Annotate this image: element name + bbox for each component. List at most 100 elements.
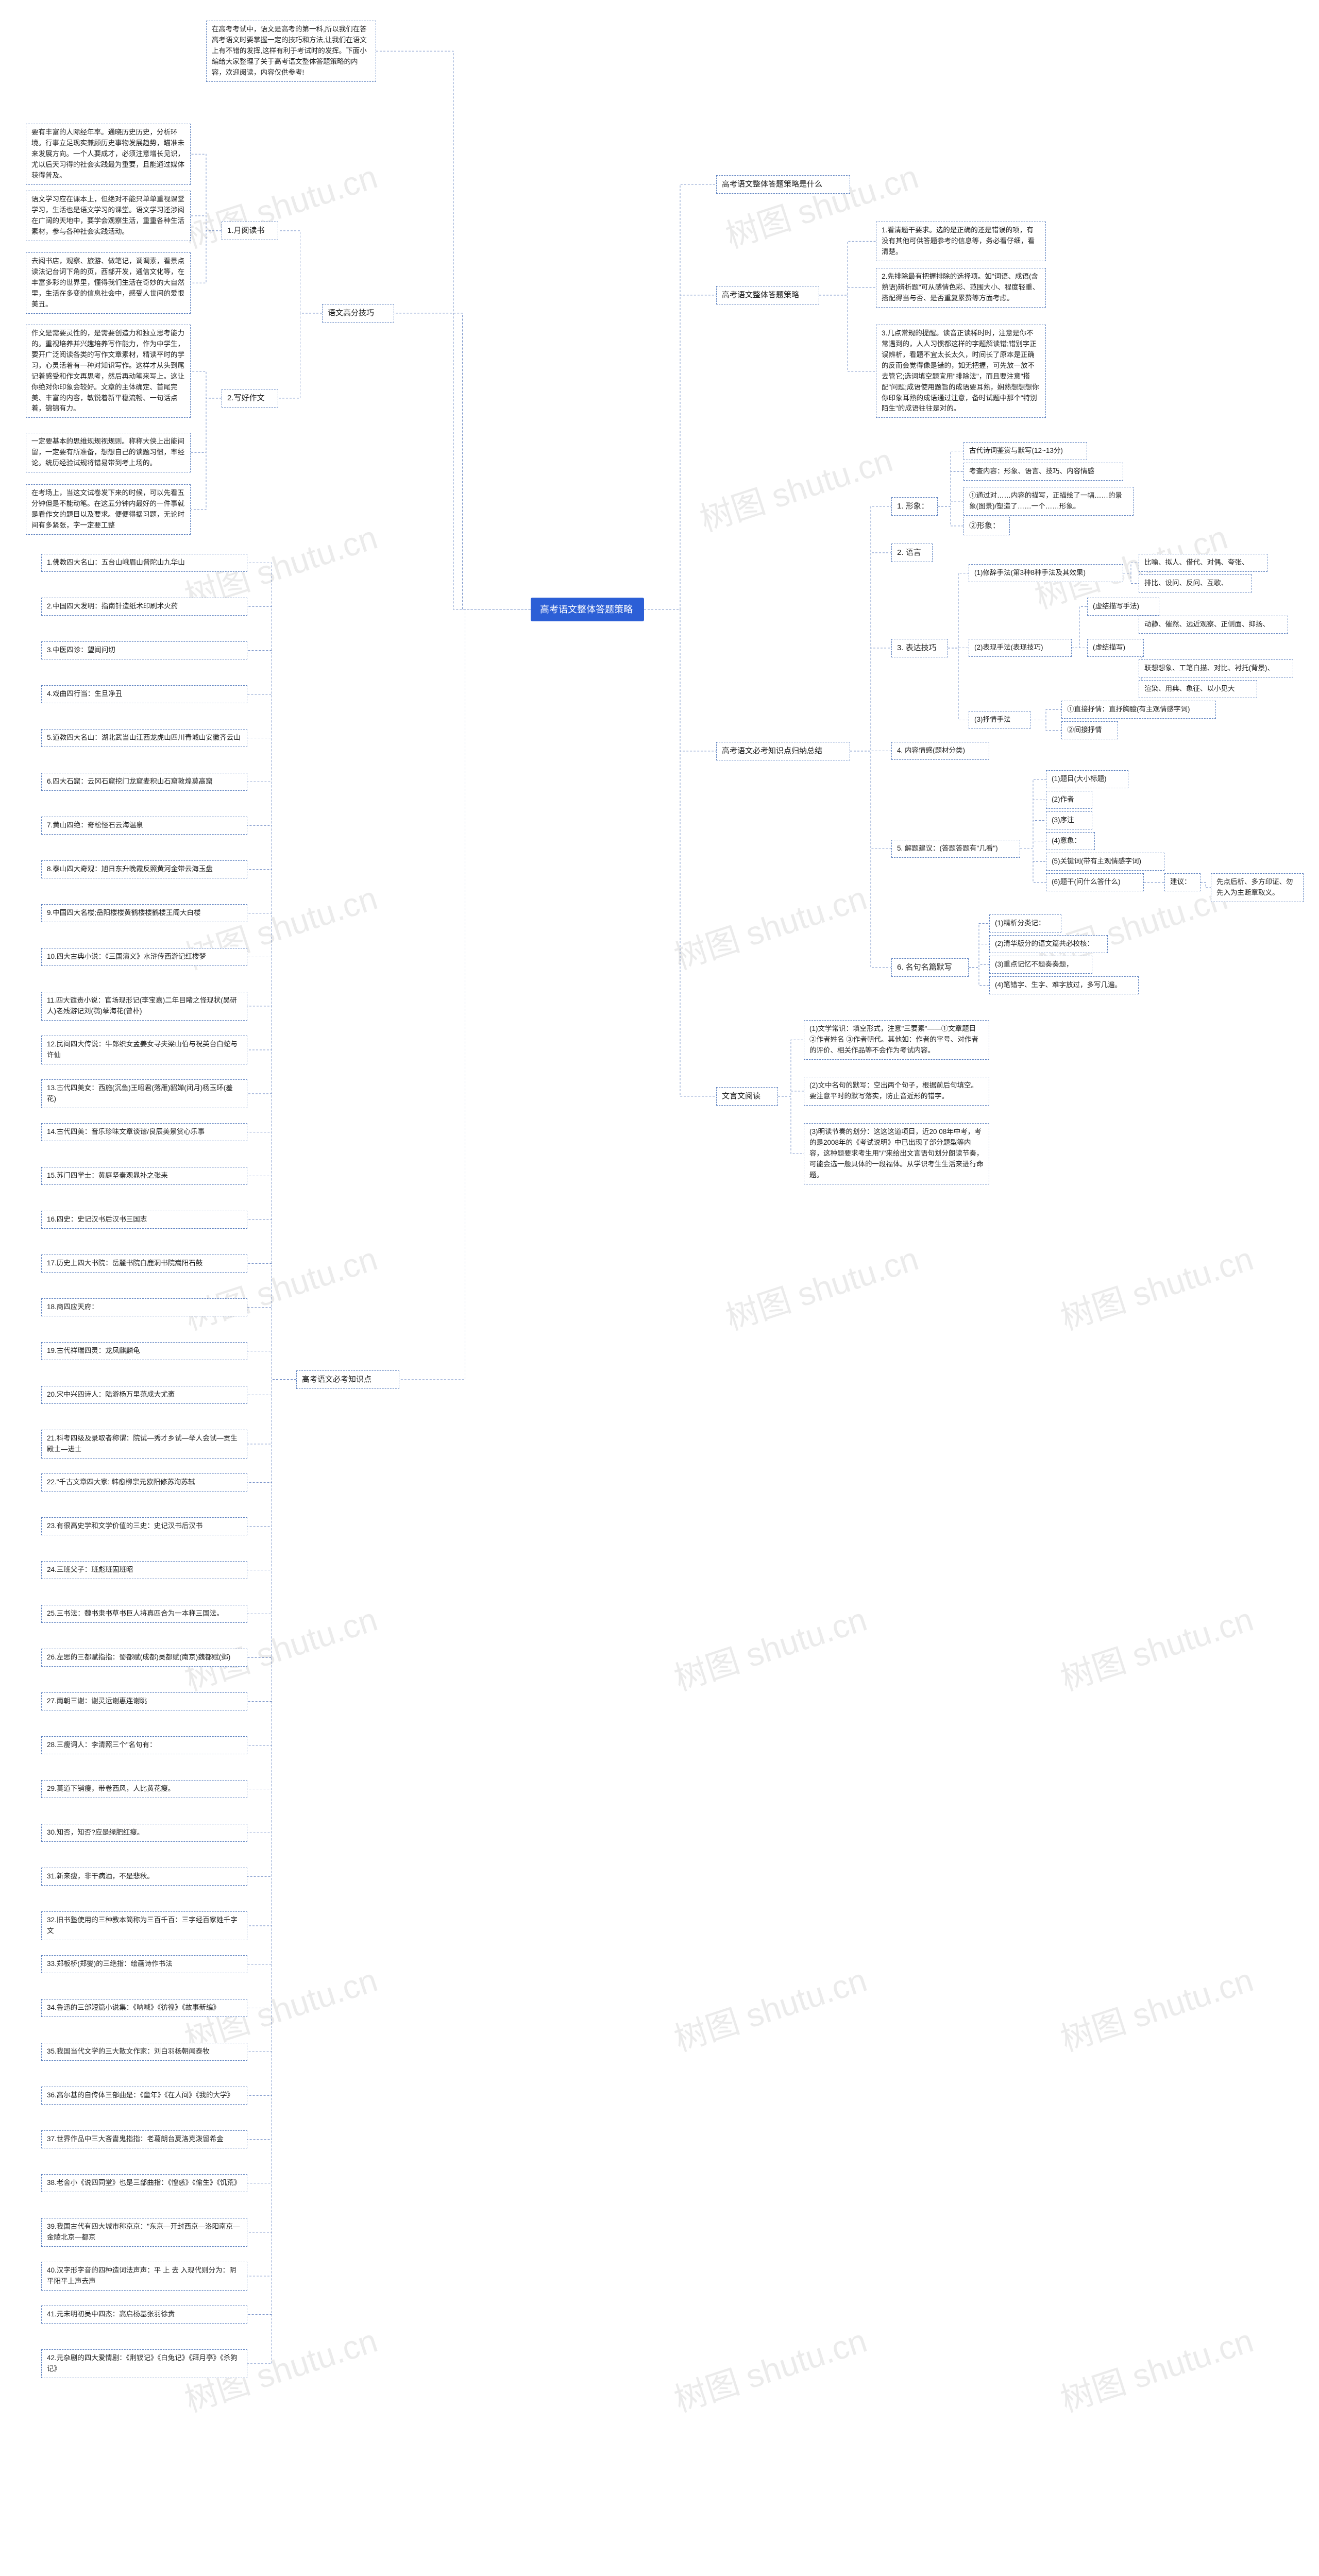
node-L2_31: 32.旧书塾使用的三种教本简称为三百千百：三字经百家姓千字文 (41, 1911, 247, 1940)
connector (1200, 882, 1211, 887)
connector (1030, 720, 1061, 730)
connector (938, 451, 963, 506)
connector (1123, 563, 1139, 573)
node-L2_5: 6.四大石窟：云冈石窟挖门龙窟麦积山石窟敦煌莫高窟 (41, 773, 247, 791)
node-L2_6: 7.黄山四绝：奇松怪石云海温泉 (41, 817, 247, 835)
connector (247, 1380, 296, 2364)
node-L2_4: 5.道教四大名山：湖北武当山江西龙虎山四川青城山安徽齐云山 (41, 729, 247, 747)
node-R3_6: 6. 名句名篇默写 (891, 958, 969, 977)
connector (247, 825, 296, 1379)
connector (394, 313, 531, 609)
connector (247, 1380, 296, 2276)
node-R3_5_6: (6)题干(问什么答什么) (1046, 873, 1144, 891)
connector (247, 1380, 296, 2140)
connector (1020, 841, 1046, 849)
watermark: 树图 shutu.cn (693, 434, 898, 540)
node-R4_1: (1)文学常识：填空形式，注意"三要素"——①文章题目 ②作者姓名 ③作者朝代。… (804, 1020, 989, 1060)
node-R3_5_2: (2)作者 (1046, 791, 1092, 809)
node-L1b3: 在考场上，当这文试卷发下来的时候，可以先看五分钟但是不能动笔。在这五分钟内最好的… (26, 484, 191, 535)
connector (247, 1380, 296, 2232)
connector (1030, 709, 1061, 720)
node-L2_1: 2.中国四大发明：指南针造纸术印刷术火药 (41, 598, 247, 616)
node-R3_1a: ①通过对……内容的描写，正描绘了一幅……的景象(图景)/塑造了……一个……形象。 (963, 487, 1134, 516)
connector (247, 1380, 296, 1702)
node-L2_0: 1.佛教四大名山：五台山峨眉山普陀山九华山 (41, 554, 247, 572)
connector (644, 184, 716, 609)
node-L2_21: 22."千古文章四大家: 韩愈柳宗元欧阳修苏洵苏轼 (41, 1473, 247, 1492)
node-L2_8: 9.中国四大名楼;岳阳楼楼黄鹤楼楼鹤楼王阁大白楼 (41, 904, 247, 922)
connector (247, 1380, 296, 1444)
connector (247, 1380, 296, 1614)
connector (850, 751, 891, 849)
connector (850, 506, 891, 751)
node-L2_3: 4.戏曲四行当：生旦净丑 (41, 685, 247, 703)
connector (850, 553, 891, 751)
connector (247, 694, 296, 1379)
connector (948, 573, 969, 648)
connector (247, 1307, 296, 1379)
node-R3_5_6a: 建议： (1164, 873, 1200, 891)
connector (247, 1380, 296, 1745)
node-R4_2: (2)文中名句的默写：空出两个句子，根据前后句填空。要注意平时的默写落实，防止音… (804, 1077, 989, 1106)
connector (247, 1050, 296, 1380)
connector (247, 1380, 296, 2008)
node-L2_25: 26.左思的三都赋指指：蜀都赋(成都)吴都赋(南京)魏都赋(邺) (41, 1649, 247, 1667)
node-R3_2: 2. 语言 (891, 544, 933, 562)
node-R3_6_3: (3)重点记忆不题奏奏题， (989, 956, 1092, 974)
connector (1020, 849, 1046, 882)
node-L1b1: 作文是需要灵性的，是需要创造力和独立思考能力的。重视培养并兴趣培养写作能力，作为… (26, 325, 191, 418)
watermark: 树图 shutu.cn (1054, 1954, 1258, 2060)
connector (247, 1380, 296, 1570)
connector (247, 913, 296, 1379)
node-R3_3_1b: 排比、设问、反问、互歌、 (1139, 574, 1252, 592)
watermark: 树图 shutu.cn (667, 1593, 872, 1700)
node-R3_6_1: (1)精析分类记： (989, 914, 1061, 933)
node-L2_27: 28.三瘦词人：李清照三个"名句有： (41, 1736, 247, 1754)
connector (247, 1380, 296, 1833)
connector (191, 371, 222, 398)
node-L2_9: 10.四大古典小说：《三国演义》水浒传西游记红楼梦 (41, 948, 247, 966)
node-R3_1_top: 古代诗词鉴赏与默写(12~13分) (963, 442, 1087, 460)
node-L2_38: 39.我国古代有四大城市称京京："东京—开封西京—洛阳南京—金陵北京—都京 (41, 2218, 247, 2247)
node-L2_28: 29.莫道下销瘦，带卷西风，人比黄花瘦。 (41, 1780, 247, 1798)
connector (399, 609, 531, 1380)
node-R3_5_3: (3)序注 (1046, 811, 1092, 829)
connector (247, 1380, 296, 1527)
node-R3_3_2a: (虚结描写手法) (1087, 598, 1159, 616)
watermark: 树图 shutu.cn (667, 872, 872, 978)
connector (247, 869, 296, 1379)
node-R3_6_4: (4)笔错字、生字、难字放过，多写几遍。 (989, 976, 1139, 994)
node-R3_3_3: (3)抒情手法 (969, 711, 1030, 729)
connector (247, 1380, 296, 2183)
connector (191, 231, 222, 283)
connector (247, 606, 296, 1379)
connector (191, 154, 222, 231)
node-L2_12: 13.古代四美女：西施(沉鱼)王昭君(落雁)貂婵(闭月)杨玉环(羞花) (41, 1079, 247, 1108)
connector (247, 782, 296, 1379)
node-intro: 在高考考试中，语文是高考的第一科,所以我们在答高考语文时要掌握一定的技巧和方法,… (206, 21, 376, 82)
connector (778, 1040, 804, 1096)
connector (247, 1380, 296, 2052)
node-L2_40: 41.元末明初吴中四杰：高启杨基张羽徐贲 (41, 2306, 247, 2324)
node-R3_1b: ②形象： (963, 517, 1010, 535)
node-L2_7: 8.泰山四大奇观：旭日东升晚霞反照黄河金带云海玉盘 (41, 860, 247, 878)
connector (247, 650, 296, 1379)
connector (1020, 779, 1046, 849)
connector (938, 506, 963, 526)
node-L2_22: 23.有很高史学和文学价值的三史：史记汉书后汉书 (41, 1517, 247, 1535)
node-R3: 高考语文必考知识点归纳总结 (716, 742, 850, 760)
node-R3_5_6b: 先点后析、多方印证、勿先入为主断章取义。 (1211, 873, 1304, 902)
connector (1020, 849, 1046, 861)
node-L2_30: 31.新来瘦，非干病酒，不是悲秋。 (41, 1868, 247, 1886)
node-R4_3: (3)明读节奏的划分：这这这道项目，近20 08年中考，考的是2008年的《考试… (804, 1123, 989, 1184)
node-R3_5: 5. 解题建议：(答题答题有"几看") (891, 840, 1020, 858)
connector (247, 1380, 296, 1964)
node-L2_23: 24.三班父子：班彪班固班昭 (41, 1561, 247, 1579)
node-L1a2: 语文学习应在课本上，但绝对不能只单单重视课堂学习，生活也是语文学习的课堂。语文学… (26, 191, 191, 241)
connector (247, 1380, 296, 1658)
node-L2_20: 21.科考四级及录取者称谓：院试—秀才乡试—举人会试—贡生殿士—进士 (41, 1430, 247, 1459)
node-L2_33: 34.鲁迅的三部短篇小说集：《呐喊》《彷徨》《故事新编》 (41, 1999, 247, 2017)
node-L2_16: 17.历史上四大书院：岳麓书院白鹿洞书院嵩阳石鼓 (41, 1255, 247, 1273)
connector (948, 648, 969, 720)
connector (969, 944, 989, 967)
